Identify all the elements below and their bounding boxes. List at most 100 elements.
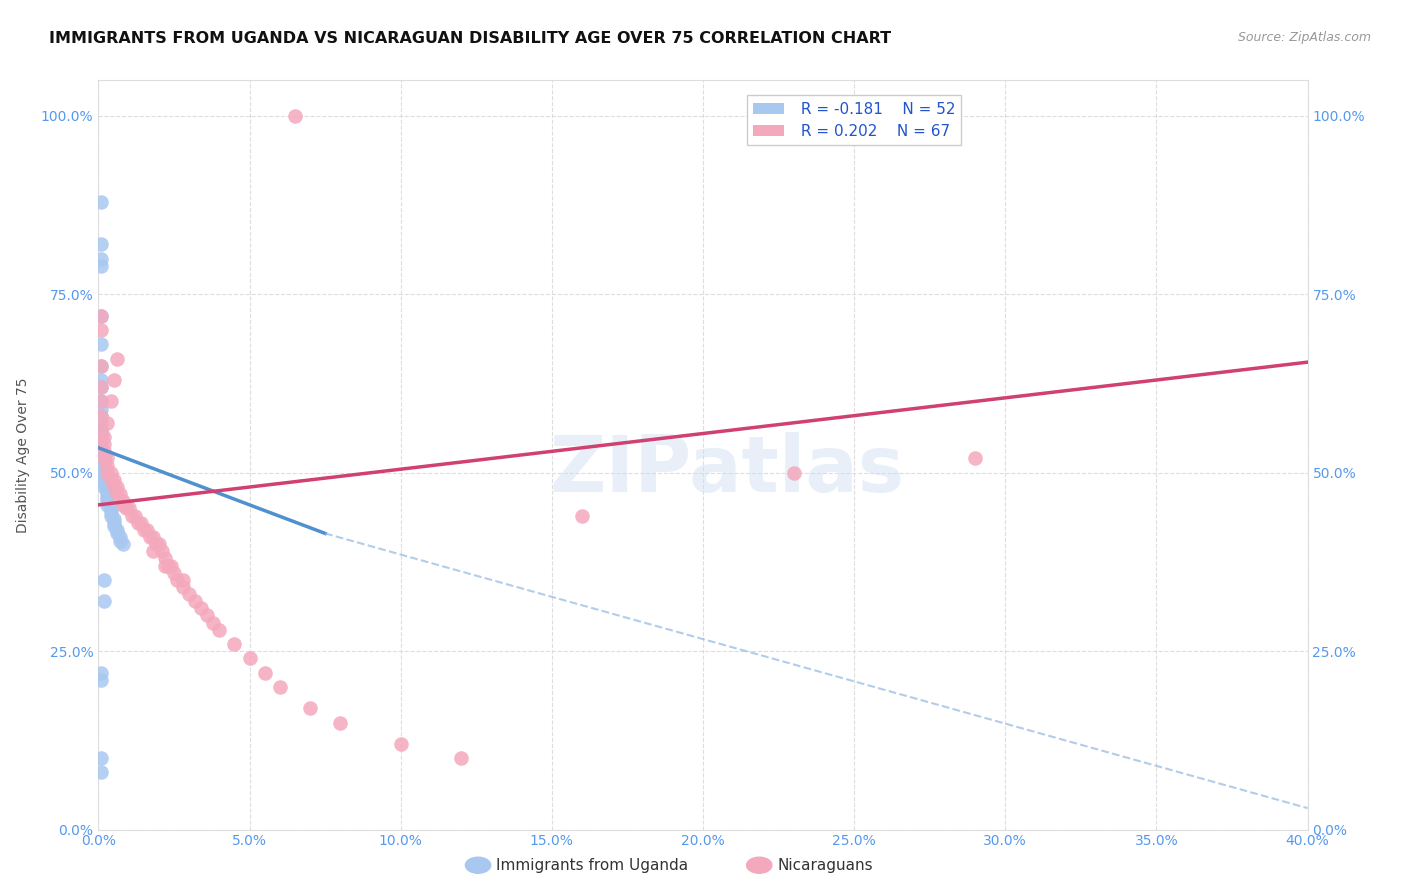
Point bbox=[96, 498, 118, 512]
Point bbox=[160, 558, 183, 573]
Text: Source: ZipAtlas.com: Source: ZipAtlas.com bbox=[1237, 31, 1371, 45]
Point bbox=[90, 359, 112, 373]
Point bbox=[105, 487, 128, 501]
Point bbox=[184, 594, 207, 608]
Point bbox=[96, 466, 118, 480]
Point bbox=[103, 480, 125, 494]
Point bbox=[90, 426, 112, 441]
Point bbox=[90, 665, 112, 680]
Point bbox=[142, 544, 165, 558]
Point bbox=[153, 551, 176, 566]
Point bbox=[190, 601, 212, 615]
Point bbox=[93, 594, 115, 608]
Point bbox=[90, 380, 112, 394]
Point bbox=[90, 259, 112, 273]
Point bbox=[96, 483, 118, 498]
Point bbox=[202, 615, 225, 630]
Point bbox=[148, 537, 170, 551]
Point bbox=[224, 637, 246, 651]
Point bbox=[90, 423, 112, 437]
Point bbox=[90, 751, 112, 765]
Point bbox=[90, 309, 112, 323]
Point bbox=[100, 508, 122, 523]
Point bbox=[135, 523, 157, 537]
Point bbox=[783, 466, 806, 480]
Point bbox=[269, 680, 291, 694]
Point bbox=[93, 473, 115, 487]
Point bbox=[90, 373, 112, 387]
Point bbox=[163, 566, 186, 580]
Point bbox=[105, 480, 128, 494]
Text: IMMIGRANTS FROM UGANDA VS NICARAGUAN DISABILITY AGE OVER 75 CORRELATION CHART: IMMIGRANTS FROM UGANDA VS NICARAGUAN DIS… bbox=[49, 31, 891, 46]
Point bbox=[153, 558, 176, 573]
Point bbox=[100, 394, 122, 409]
Point bbox=[127, 516, 149, 530]
Point bbox=[105, 523, 128, 537]
Point bbox=[124, 508, 146, 523]
Point bbox=[93, 430, 115, 444]
Point bbox=[195, 608, 218, 623]
Point bbox=[100, 501, 122, 516]
Point bbox=[90, 309, 112, 323]
Point bbox=[90, 673, 112, 687]
Point bbox=[166, 573, 188, 587]
Point bbox=[93, 451, 115, 466]
Point bbox=[90, 337, 112, 351]
Point bbox=[253, 665, 276, 680]
Text: Nicaraguans: Nicaraguans bbox=[778, 858, 873, 872]
Point bbox=[90, 441, 112, 455]
Legend:  R = -0.181    N = 52,  R = 0.202    N = 67: R = -0.181 N = 52, R = 0.202 N = 67 bbox=[747, 95, 962, 145]
Point bbox=[105, 526, 128, 541]
Point bbox=[93, 444, 115, 458]
Point bbox=[90, 437, 112, 451]
Text: Immigrants from Uganda: Immigrants from Uganda bbox=[496, 858, 689, 872]
Point bbox=[96, 458, 118, 473]
Point bbox=[142, 530, 165, 544]
Point bbox=[103, 516, 125, 530]
Point bbox=[111, 537, 134, 551]
Point bbox=[93, 448, 115, 462]
Point bbox=[114, 501, 136, 516]
Point bbox=[90, 444, 112, 458]
Point bbox=[100, 466, 122, 480]
Point bbox=[90, 380, 112, 394]
Point bbox=[90, 194, 112, 209]
Point bbox=[145, 537, 167, 551]
Point bbox=[90, 434, 112, 448]
Point bbox=[93, 437, 115, 451]
Point bbox=[100, 473, 122, 487]
Point bbox=[96, 416, 118, 430]
Point bbox=[172, 580, 194, 594]
Point bbox=[93, 458, 115, 473]
Point bbox=[450, 751, 472, 765]
Point bbox=[965, 451, 987, 466]
Point bbox=[93, 573, 115, 587]
Point bbox=[103, 519, 125, 533]
Point bbox=[108, 530, 131, 544]
Point bbox=[389, 737, 412, 751]
Point bbox=[90, 401, 112, 416]
Y-axis label: Disability Age Over 75: Disability Age Over 75 bbox=[15, 377, 30, 533]
Point bbox=[93, 462, 115, 476]
Circle shape bbox=[747, 857, 772, 873]
Point bbox=[100, 505, 122, 519]
Point bbox=[90, 394, 112, 409]
Point bbox=[111, 498, 134, 512]
Point bbox=[111, 494, 134, 508]
Point bbox=[139, 530, 162, 544]
Point bbox=[96, 451, 118, 466]
Point bbox=[150, 544, 173, 558]
Circle shape bbox=[465, 857, 491, 873]
Point bbox=[90, 323, 112, 337]
Point bbox=[129, 516, 152, 530]
Point bbox=[96, 491, 118, 505]
Point bbox=[90, 394, 112, 409]
Point bbox=[90, 430, 112, 444]
Point bbox=[90, 765, 112, 780]
Point bbox=[103, 373, 125, 387]
Point bbox=[93, 455, 115, 469]
Point bbox=[208, 623, 231, 637]
Point bbox=[132, 523, 155, 537]
Point bbox=[571, 508, 593, 523]
Text: ZIPatlas: ZIPatlas bbox=[550, 432, 904, 508]
